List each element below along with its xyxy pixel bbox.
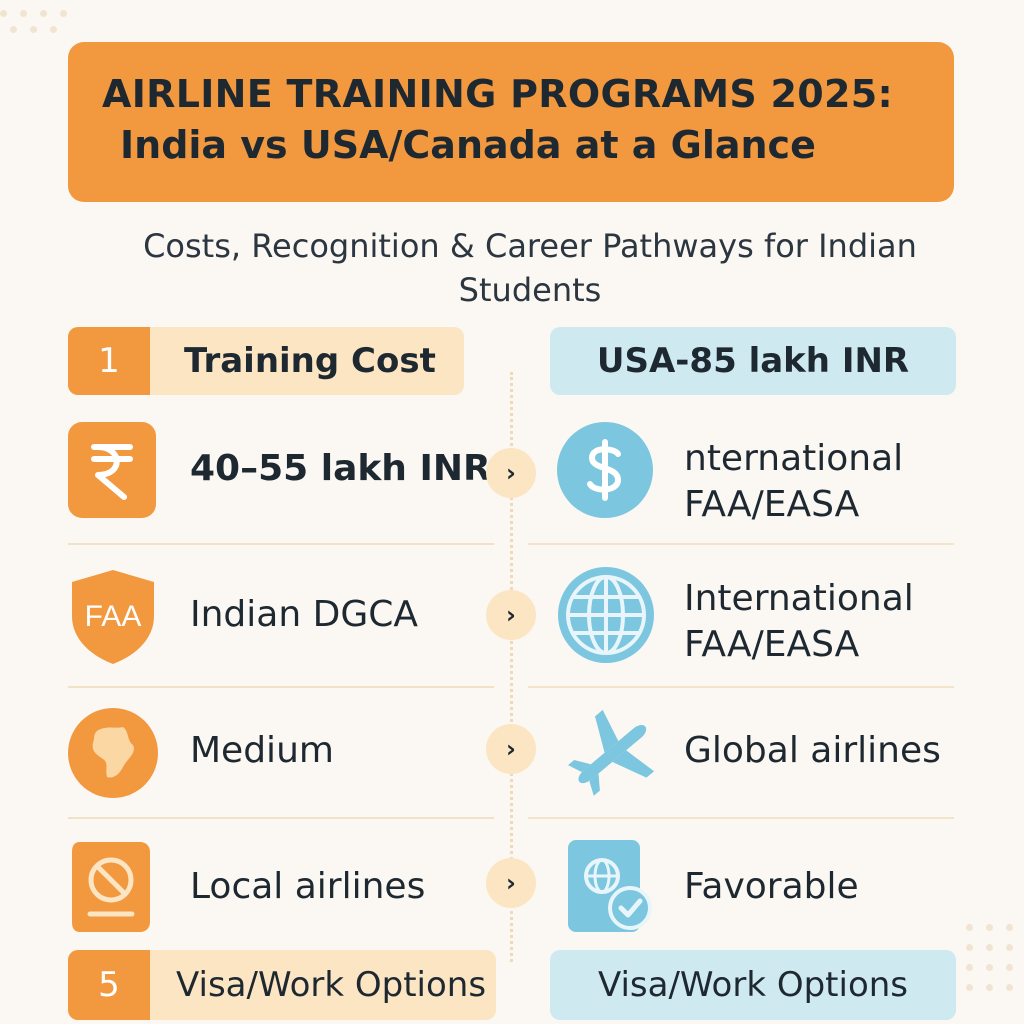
right-row-text-line2: FAA/EASA xyxy=(684,484,860,525)
page-title: AIRLINE TRAINING PROGRAMS 2025: xyxy=(102,72,893,116)
page-subtitle: Costs, Recognition & Career Pathways for… xyxy=(143,227,917,309)
left-row-text: Medium xyxy=(190,730,334,771)
right-footer-label: Visa/Work Options xyxy=(597,965,909,1005)
right-section-label: USA-85 lakh INR xyxy=(596,341,910,381)
rupee-icon xyxy=(68,422,156,518)
chevron-right-icon: › xyxy=(486,448,536,498)
left-row-text: 40–55 lakh INR xyxy=(190,448,491,489)
title-banner: AIRLINE TRAINING PROGRAMS 2025: India vs… xyxy=(68,42,954,202)
right-row-text: Global airlines xyxy=(684,730,941,771)
right-row-text: Favorable xyxy=(684,866,859,907)
page-title-subheading: India vs USA/Canada at a Glance xyxy=(120,123,816,167)
right-section-header: USA-85 lakh INR xyxy=(550,327,956,395)
chevron-right-icon: › xyxy=(486,724,536,774)
right-row-text-line1: nternational xyxy=(684,438,904,479)
left-row-text: Indian DGCA xyxy=(190,594,418,635)
left-row-text: Local airlines xyxy=(190,866,426,907)
left-footer-label: Visa/Work Options xyxy=(176,965,487,1005)
decorative-dots-bottom-right xyxy=(962,920,1022,1010)
left-footer-section: 5 Visa/Work Options xyxy=(68,950,496,1020)
row-separator xyxy=(528,817,954,819)
section-number-badge: 1 xyxy=(68,327,150,395)
row-separator xyxy=(528,543,954,545)
right-row-text: International FAA/EASA xyxy=(684,576,914,668)
decorative-dots-top-left xyxy=(0,6,70,36)
globe-icon xyxy=(558,567,654,663)
passport-check-icon xyxy=(566,838,654,934)
chevron-right-icon: › xyxy=(486,590,536,640)
faa-shield-text: FAA xyxy=(85,600,142,633)
dollar-icon xyxy=(557,422,653,518)
right-row-text-line1: International xyxy=(684,578,914,619)
row-separator xyxy=(68,543,494,545)
no-entry-document-icon xyxy=(70,838,152,932)
chevron-right-icon: › xyxy=(486,858,536,908)
globe-map-icon xyxy=(68,708,158,798)
column-divider xyxy=(510,372,513,962)
section-number-badge: 5 xyxy=(68,950,150,1020)
left-section-header: 1 Training Cost xyxy=(68,327,464,395)
right-row-text-line2: FAA/EASA xyxy=(684,624,860,665)
left-section-label: Training Cost xyxy=(184,341,436,381)
right-footer-section: Visa/Work Options xyxy=(550,950,956,1020)
right-row-text: nternational FAA/EASA xyxy=(684,436,903,528)
row-separator xyxy=(528,686,954,688)
row-separator xyxy=(68,686,494,688)
faa-shield-icon: FAA xyxy=(68,568,158,666)
airplane-icon xyxy=(562,708,658,804)
row-separator xyxy=(68,817,494,819)
